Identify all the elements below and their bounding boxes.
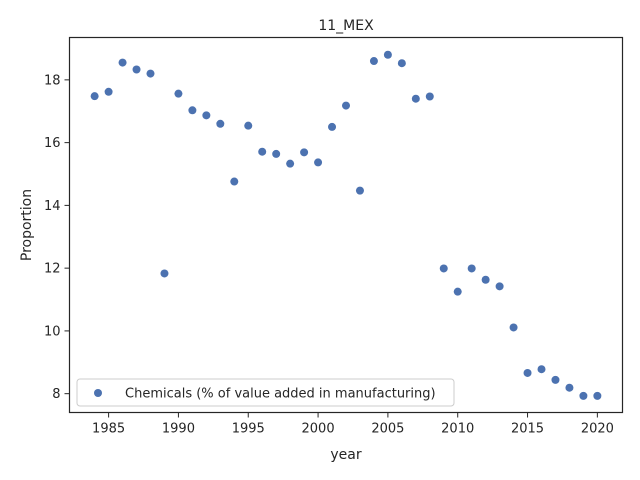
y-axis-label: Proportion	[19, 189, 35, 261]
y-axis: 8 10 12 14 16 18	[44, 73, 70, 402]
data-point	[495, 282, 504, 291]
data-point	[565, 383, 574, 392]
data-point	[202, 111, 211, 120]
legend-box	[76, 378, 455, 407]
data-point	[411, 94, 420, 103]
data-point	[230, 177, 239, 186]
data-point	[216, 119, 225, 128]
data-point	[355, 186, 364, 195]
y-tick-label: 10	[44, 324, 61, 339]
x-tick-label: 1990	[162, 422, 195, 437]
data-point	[579, 391, 588, 400]
x-tick-label: 1985	[92, 422, 125, 437]
data-point	[300, 148, 309, 157]
legend: Chemicals (% of value added in manufactu…	[76, 378, 455, 407]
data-point	[286, 159, 295, 168]
data-point	[439, 264, 448, 273]
data-point	[383, 50, 392, 59]
data-point	[537, 365, 546, 374]
data-point	[397, 59, 406, 68]
chart-title: 11_MEX	[318, 18, 374, 34]
y-tick-label: 8	[52, 387, 60, 402]
data-point	[342, 101, 350, 110]
y-tick-label: 16	[44, 136, 61, 151]
data-point	[481, 275, 490, 284]
x-tick-label: 2020	[581, 422, 614, 437]
data-point	[369, 57, 378, 66]
data-point	[104, 87, 113, 96]
data-point	[328, 122, 337, 131]
y-tick-label: 18	[44, 73, 61, 88]
data-point	[132, 65, 141, 74]
data-point	[188, 106, 197, 115]
x-tick-label: 2015	[511, 422, 544, 437]
data-point	[118, 58, 127, 67]
data-point	[258, 147, 267, 156]
data-point	[174, 89, 183, 98]
data-point	[146, 69, 155, 78]
data-point	[467, 264, 476, 273]
data-point	[425, 92, 434, 101]
data-point	[314, 158, 323, 167]
data-point	[523, 368, 532, 377]
data-point	[160, 269, 169, 278]
plot-frame	[68, 36, 624, 414]
x-axis: 1985 1990 1995 2000 2005 2010 2015 2020	[92, 412, 614, 437]
x-tick-label: 2010	[441, 422, 474, 437]
x-tick-label: 2000	[302, 422, 335, 437]
data-point	[90, 92, 99, 101]
data-point	[551, 375, 560, 384]
data-point	[244, 121, 253, 130]
data-point	[593, 391, 602, 400]
y-tick-label: 14	[44, 199, 61, 214]
data-point	[272, 149, 281, 158]
y-tick-label: 12	[44, 262, 61, 277]
x-tick-label: 2005	[371, 422, 404, 437]
x-tick-label: 1995	[232, 422, 265, 437]
data-point	[453, 287, 462, 296]
data-points	[90, 50, 602, 400]
x-axis-label: year	[330, 447, 361, 463]
legend-marker	[94, 389, 102, 397]
data-point	[509, 323, 518, 332]
legend-label: Chemicals (% of value added in manufactu…	[125, 387, 436, 402]
